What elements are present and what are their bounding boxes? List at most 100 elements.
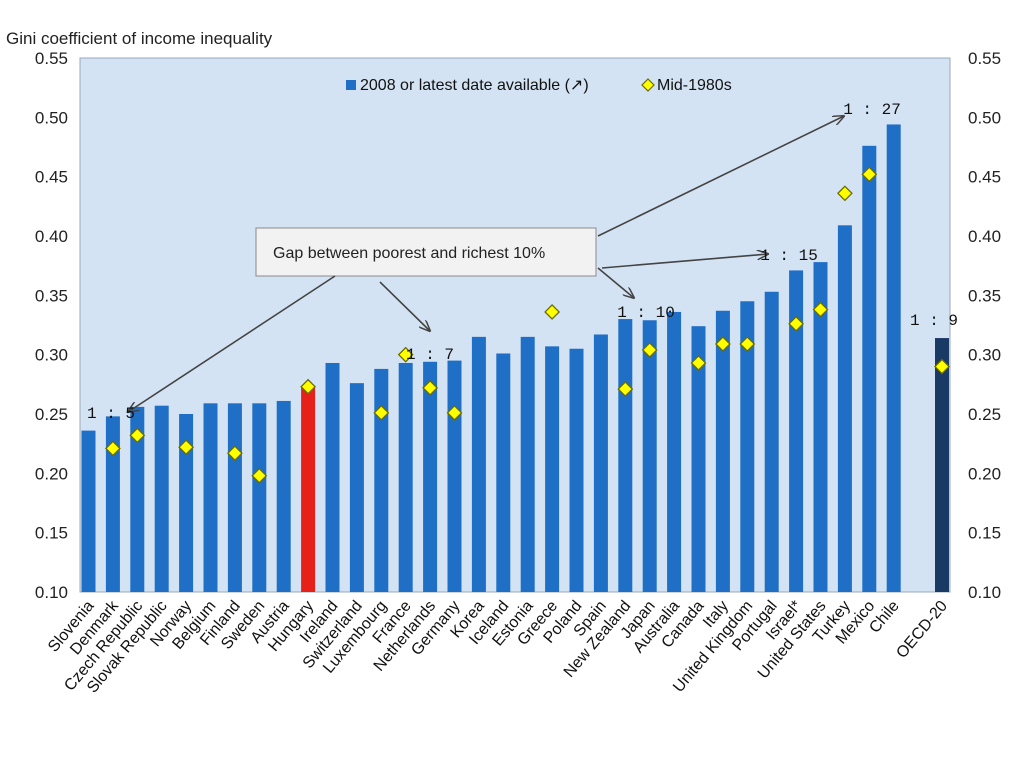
bar <box>545 346 560 592</box>
y-tick-label-right: 0.20 <box>968 464 1001 483</box>
bar-series <box>81 124 949 592</box>
bar <box>764 291 779 592</box>
marker-point <box>397 346 414 363</box>
bar <box>130 406 145 592</box>
bar <box>593 334 608 592</box>
legend-marker-label: Mid-1980s <box>657 77 732 94</box>
ratio-label: 1 : 7 <box>406 346 454 364</box>
bar <box>349 383 364 592</box>
marker-point <box>178 439 195 456</box>
bar <box>203 403 218 592</box>
y-tick-label-left: 0.35 <box>35 286 68 305</box>
annotation-arrow <box>597 267 634 298</box>
bar <box>715 310 730 592</box>
marker-point <box>226 445 243 462</box>
marker-point <box>788 315 805 332</box>
legend-bar-label: 2008 or latest date available (↗) <box>360 77 589 94</box>
bar <box>471 336 486 592</box>
bar <box>935 338 949 592</box>
annotation-text: Gap between poorest and richest 10% <box>273 245 545 262</box>
ratio-label: 1 : 9 <box>910 312 958 330</box>
marker-point <box>812 301 829 318</box>
chart-title: Gini coefficient of income inequality <box>6 29 273 48</box>
bar <box>496 353 511 592</box>
marker-point <box>300 378 317 395</box>
bar <box>813 262 828 592</box>
bar <box>81 430 96 592</box>
bar <box>789 270 804 592</box>
bar <box>691 326 706 592</box>
marker-point <box>934 358 950 375</box>
bar <box>252 403 267 592</box>
bar <box>837 225 852 592</box>
annotation-arrow <box>597 116 844 237</box>
bar <box>301 387 316 592</box>
ratio-label: 1 : 10 <box>617 304 675 322</box>
y-tick-label-left: 0.20 <box>35 464 68 483</box>
bar <box>618 319 633 592</box>
bar <box>447 360 462 592</box>
y-tick-label-left: 0.25 <box>35 405 68 424</box>
bar <box>740 301 755 592</box>
y-tick-label-right: 0.45 <box>968 168 1001 187</box>
bar <box>520 336 535 592</box>
ratio-label: 1 : 27 <box>843 101 901 119</box>
y-tick-label-left: 0.45 <box>35 168 68 187</box>
marker-point <box>422 379 439 396</box>
y-tick-label-left: 0.15 <box>35 524 68 543</box>
y-tick-label-right: 0.10 <box>968 583 1001 602</box>
bar <box>154 405 169 592</box>
marker-point <box>544 304 561 320</box>
bar <box>276 400 291 592</box>
y-tick-label-left: 0.30 <box>35 346 68 365</box>
annotation-arrow <box>601 254 768 269</box>
legend: 2008 or latest date available (↗) Mid-19… <box>346 77 732 94</box>
ratio-label: 1 : 5 <box>87 405 135 423</box>
y-tick-label-right: 0.15 <box>968 524 1001 543</box>
ratio-label: 1 : 15 <box>760 247 818 265</box>
marker-point <box>690 355 707 371</box>
marker-point <box>714 336 731 352</box>
y-tick-label-right: 0.30 <box>968 346 1001 365</box>
y-tick-label-left: 0.40 <box>35 227 68 246</box>
marker-point <box>446 404 463 421</box>
y-tick-label-right: 0.50 <box>968 108 1001 127</box>
bar <box>569 348 584 592</box>
annotation: Gap between poorest and richest 10% 1 : … <box>87 101 958 423</box>
marker-point <box>836 185 853 202</box>
bar <box>886 124 901 592</box>
marker-point <box>129 427 146 444</box>
legend-marker-swatch <box>641 78 655 92</box>
bar <box>642 320 657 592</box>
annotation-arrow <box>128 275 336 412</box>
marker-point <box>373 404 390 421</box>
plot-area <box>79 57 951 593</box>
y-tick-label-left: 0.55 <box>35 49 68 68</box>
annotation-box <box>255 227 597 277</box>
marker-point <box>641 342 658 358</box>
bar <box>423 361 438 592</box>
y-axis-right: 0.10 0.15 0.20 0.25 0.30 0.35 0.40 0.45 0.50 0.55 <box>968 49 1001 602</box>
y-tick-label-right: 0.55 <box>968 49 1001 68</box>
annotation-arrow <box>379 281 430 331</box>
marker-point <box>617 381 634 397</box>
bar <box>105 416 120 592</box>
ratio-labels: 1 : 5 1 : 7 1 : 10 1 : 15 1 : 27 1 : 9 <box>87 101 958 423</box>
y-tick-label-left: 0.10 <box>35 583 68 602</box>
legend-bar-swatch <box>346 80 356 90</box>
bar <box>325 362 340 592</box>
y-axis-left: 0.10 0.15 0.20 0.25 0.30 0.35 0.40 0.45 0.50 0.55 <box>35 49 68 602</box>
marker-series <box>104 166 950 484</box>
marker-point <box>104 440 121 457</box>
y-tick-label-right: 0.25 <box>968 405 1001 424</box>
bar <box>667 311 682 592</box>
bar <box>179 414 194 592</box>
marker-point <box>861 166 878 183</box>
y-tick-label-right: 0.35 <box>968 286 1001 305</box>
marker-point <box>739 336 756 352</box>
bar <box>398 362 413 592</box>
y-tick-label-right: 0.40 <box>968 227 1001 246</box>
